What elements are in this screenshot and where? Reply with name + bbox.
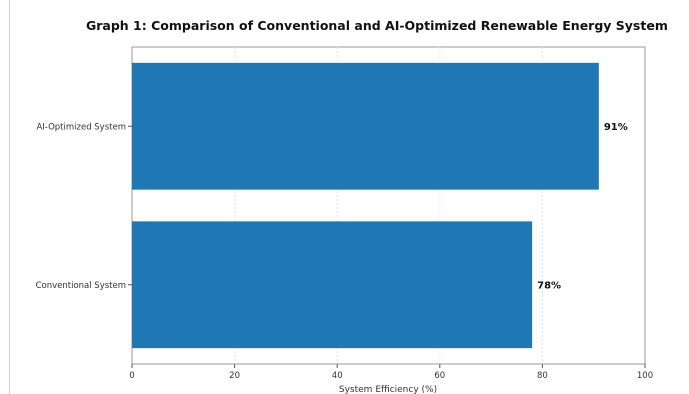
bar: [132, 221, 533, 349]
y-axis: Conventional System AI-Optimized System: [36, 122, 132, 291]
plot-area: 78% 91%: [131, 46, 646, 365]
bars: [132, 62, 599, 349]
x-tick-label: 80: [537, 371, 548, 381]
x-axis: 0 20 40 60 80 100: [129, 364, 653, 381]
y-tick-label: AI-Optimized System: [36, 122, 126, 132]
bar-value-label: 91%: [604, 122, 628, 133]
x-axis-label: System Efficiency (%): [339, 385, 437, 394]
y-tick-label: Conventional System: [36, 281, 126, 291]
bar: [132, 62, 599, 190]
x-tick-label: 60: [434, 371, 445, 381]
x-tick-label: 100: [637, 371, 653, 381]
bar-value-label: 78%: [537, 280, 561, 291]
bar-value-labels: 78% 91%: [537, 122, 628, 292]
x-tick-label: 0: [129, 371, 134, 381]
x-tick-label: 20: [229, 371, 240, 381]
figure-left-border: [9, 0, 10, 394]
x-tick-label: 40: [332, 371, 343, 381]
chart-title: Graph 1: Comparison of Conventional and …: [86, 18, 668, 33]
